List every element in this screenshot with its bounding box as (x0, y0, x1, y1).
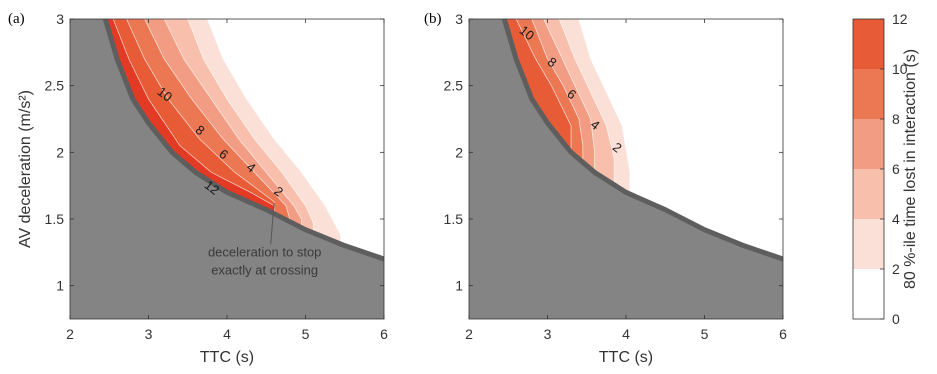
colorbar-tick-label: 2 (892, 261, 900, 277)
colorbar-tick-label: 10 (892, 61, 908, 77)
y-tick-label: 1.5 (45, 211, 65, 227)
annotation-text: deceleration to stop (208, 244, 321, 259)
colorbar-segment (853, 119, 884, 169)
y-tick-label: 2 (56, 144, 64, 160)
y-tick-label: 2.5 (45, 78, 65, 94)
x-tick-label: 3 (145, 326, 153, 342)
x-tick-label: 6 (380, 326, 388, 342)
panel-label-b: (b) (424, 11, 442, 27)
y-tick-label: 1 (455, 278, 463, 294)
colorbar-segment (853, 69, 884, 119)
x-tick-label: 4 (223, 326, 231, 342)
y-tick-label: 3 (56, 11, 64, 27)
axes-a: 2 3 4 5 6 1 1.5 2 2.5 3 (45, 11, 389, 342)
x-tick-label: 2 (66, 326, 74, 342)
x-tick-label: 5 (302, 326, 310, 342)
x-axis-label-a: TTC (s) (200, 349, 254, 366)
x-tick-label: 3 (544, 326, 552, 342)
x-tick-label: 4 (622, 326, 630, 342)
colorbar-label: 80 %-ile time lost in interaction (s) (902, 49, 919, 289)
x-tick-label: 6 (779, 326, 787, 342)
y-tick-label: 1.5 (444, 211, 464, 227)
stop-at-crossing-curve (501, 19, 783, 262)
annotation-text: exactly at crossing (211, 262, 318, 277)
axes-b: 2 3 4 5 6 1 1.5 2 2.5 3 (444, 11, 788, 342)
infeasible-region-fill (70, 19, 384, 319)
infeasible-region-b (469, 19, 783, 319)
x-tick-label: 5 (701, 326, 709, 342)
annotation-a: deceleration to stop exactly at crossing (208, 202, 321, 277)
infeasible-region-fill (469, 19, 783, 319)
y-tick-label: 2 (455, 144, 463, 160)
panel-label-a: (a) (8, 11, 25, 27)
stop-at-crossing-curve (102, 19, 384, 262)
infeasible-region-a (70, 19, 384, 319)
colorbar-tick-label: 4 (892, 211, 900, 227)
colorbar-tick-label: 12 (892, 11, 908, 27)
x-tick-label: 2 (465, 326, 473, 342)
colorbar-tick-label: 8 (892, 111, 900, 127)
colorbar: 0 2 4 6 8 10 12 (852, 11, 908, 327)
colorbar-segment (853, 19, 884, 69)
y-tick-label: 3 (455, 11, 463, 27)
colorbar-segment (853, 169, 884, 219)
colorbar-tick-label: 0 (892, 311, 900, 327)
y-tick-label: 2.5 (444, 78, 464, 94)
x-axis-label-b: TTC (s) (599, 349, 653, 366)
annotation-pointer (270, 202, 275, 245)
y-axis-label-a: AV deceleration (m/s²) (17, 90, 34, 248)
colorbar-segment (853, 269, 884, 319)
y-tick-label: 1 (56, 278, 64, 294)
colorbar-segment (853, 219, 884, 269)
colorbar-tick-label: 6 (892, 161, 900, 177)
